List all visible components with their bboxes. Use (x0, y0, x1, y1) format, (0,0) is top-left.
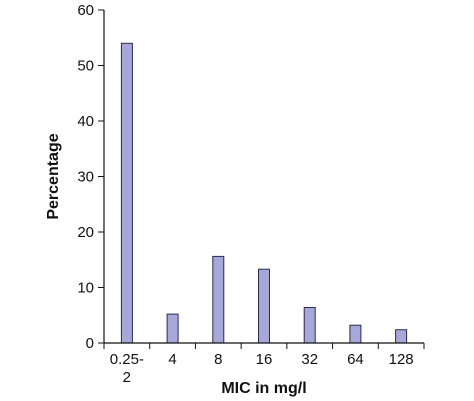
x-tick-label: 2 (123, 369, 131, 386)
x-axis-ticks: 0.25-2 4 8 16 32 64 128 (103, 343, 425, 386)
bar (212, 255, 225, 344)
plot-area: 0 10 20 30 40 50 60 0.25-2 4 8 16 32 64 128 (77, 2, 425, 386)
x-tick-label: 4 (168, 351, 176, 368)
x-tick-label: 32 (301, 351, 318, 368)
y-tick-label: 20 (77, 224, 94, 241)
bar (166, 313, 179, 344)
bar (395, 329, 408, 344)
bar (258, 268, 270, 344)
x-tick-label: 128 (389, 351, 414, 368)
y-tick-label: 50 (77, 58, 94, 75)
bars-group (120, 42, 408, 344)
y-tick-label: 40 (77, 113, 94, 130)
bar (303, 307, 316, 344)
y-tick-label: 60 (77, 2, 94, 19)
bar (120, 42, 133, 344)
x-tick-label: 8 (214, 351, 222, 368)
y-tick-label: 30 (77, 169, 94, 186)
bar (349, 324, 362, 344)
x-tick-label: 16 (256, 351, 273, 368)
y-axis-ticks: 0 10 20 30 40 50 60 (77, 2, 104, 352)
y-axis-title: Percentage (45, 133, 62, 219)
x-axis-title: MIC in mg/l (221, 380, 306, 397)
x-tick-label: 64 (347, 351, 364, 368)
x-tick-label: 0.25- (110, 351, 144, 368)
y-tick-label: 0 (86, 335, 94, 352)
y-tick-label: 10 (77, 280, 94, 297)
